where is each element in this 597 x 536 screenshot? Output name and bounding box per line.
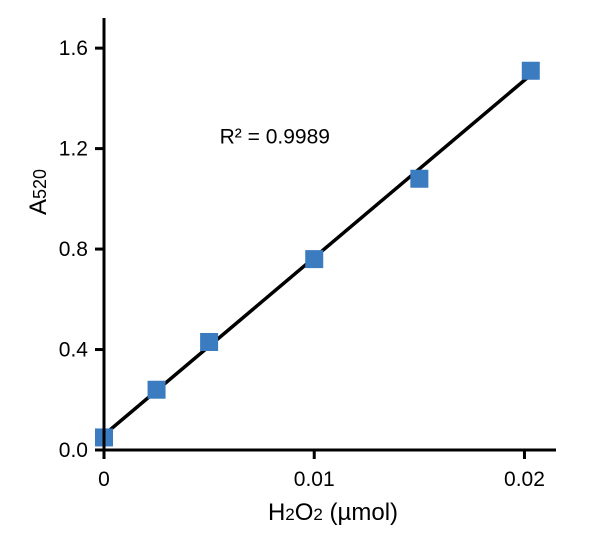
data-point — [410, 169, 429, 188]
data-point — [521, 61, 540, 80]
x-tick-label: 0.02 — [504, 468, 545, 491]
x-tick-label: 0 — [98, 468, 110, 491]
data-point — [200, 333, 219, 351]
x-tick-label: 0.01 — [294, 468, 335, 491]
data-point — [147, 380, 166, 399]
y-tick-label: 0.4 — [59, 339, 89, 362]
r-squared-annotation: R² = 0.9989 — [220, 126, 330, 149]
y-tick-label: 1.2 — [59, 138, 88, 161]
data-point — [305, 250, 324, 269]
labels: 0.0 0.4 0.8 1.2 1.6 0 0.01 0.02 H2O2 (µmol) A520 R… — [25, 37, 545, 526]
y-tick-label: 1.6 — [59, 37, 88, 60]
x-axis-title: H2O2 (µmol) — [268, 499, 398, 526]
y-tick-label: 0.0 — [59, 439, 88, 462]
y-axis-title: A520 — [25, 169, 52, 215]
y-tick-label: 0.8 — [59, 238, 88, 261]
axes — [95, 18, 556, 459]
data-points-layer — [95, 61, 540, 447]
